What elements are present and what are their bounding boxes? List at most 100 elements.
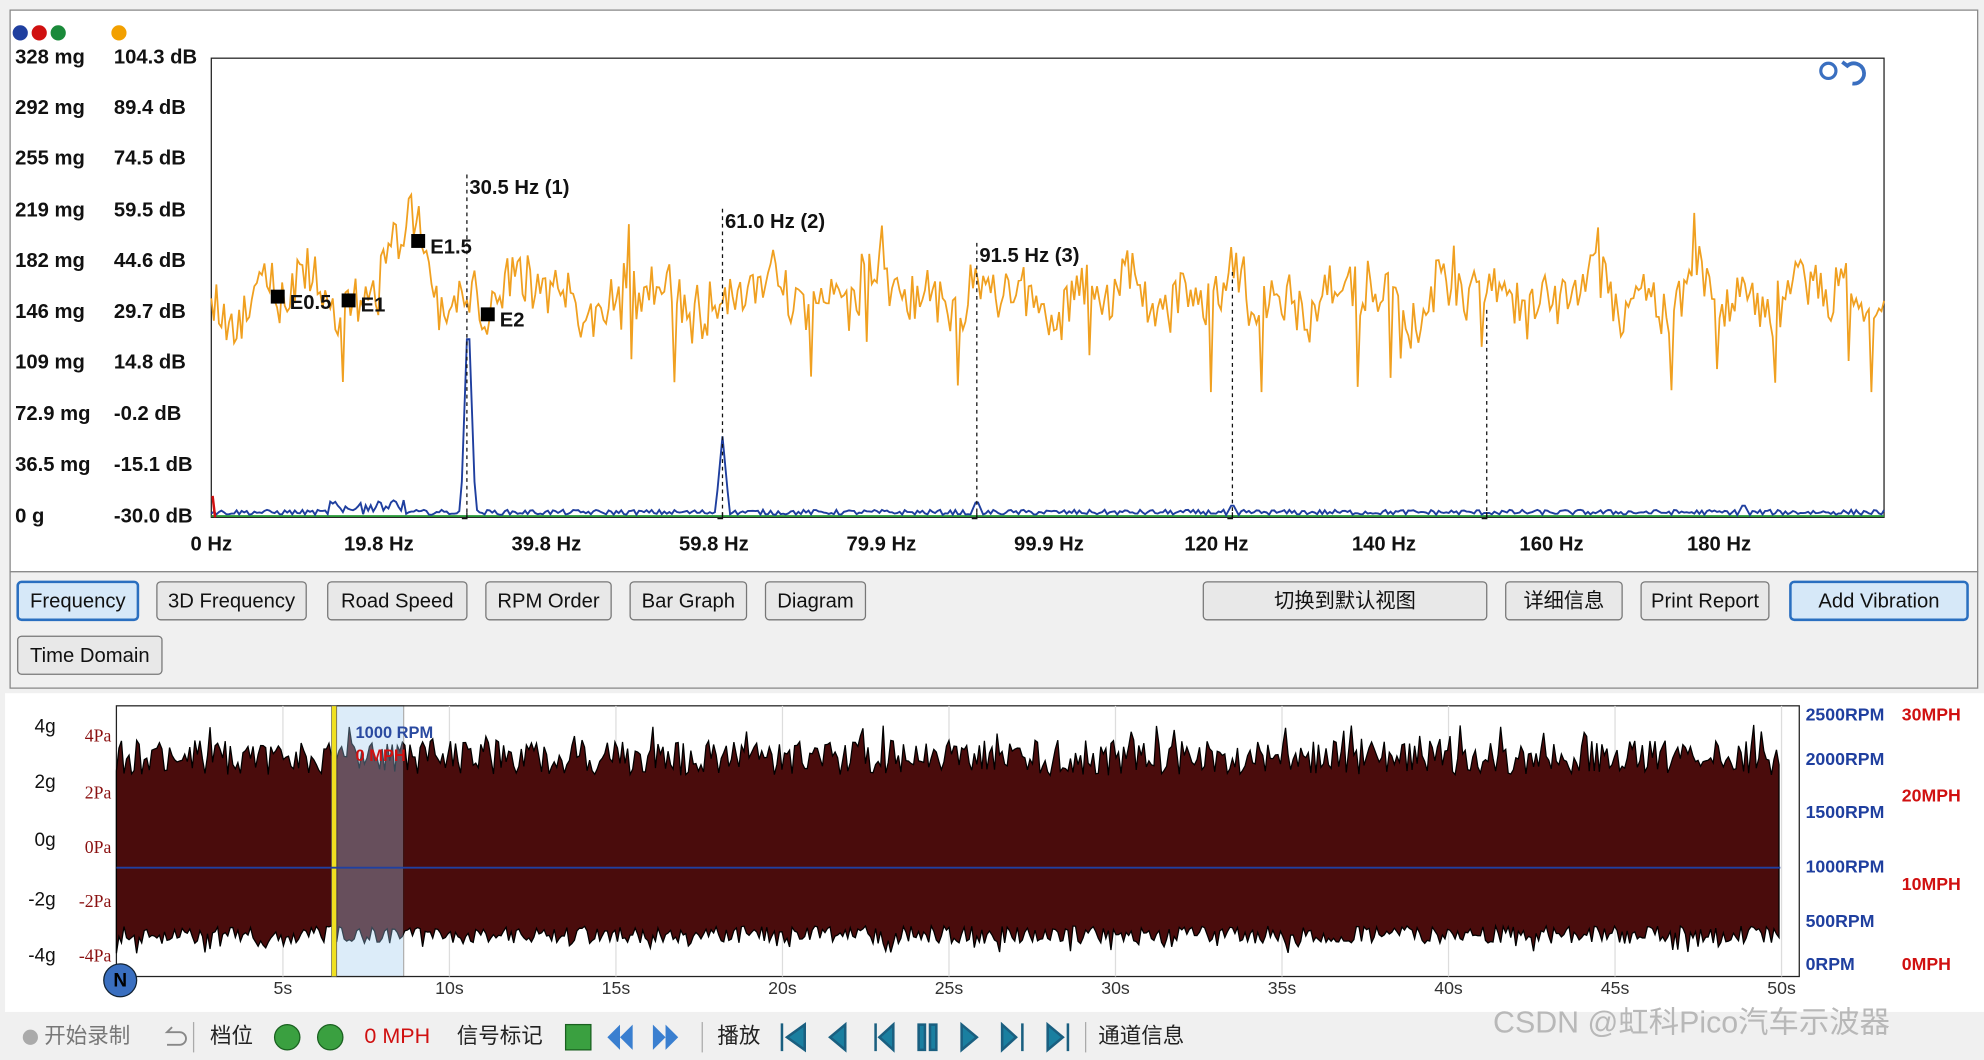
zoom-icon[interactable] bbox=[1819, 61, 1838, 81]
cursor-bar bbox=[331, 705, 337, 977]
toolbar-text[interactable]: 信号标记 bbox=[457, 1024, 543, 1048]
y-label-mg: 72.9 mg bbox=[15, 403, 90, 425]
gear-badge bbox=[103, 963, 138, 998]
gear-button[interactable] bbox=[273, 1023, 301, 1051]
button-face[interactable] bbox=[156, 581, 307, 621]
button-face[interactable] bbox=[1505, 581, 1623, 621]
order-label: E0.5 bbox=[290, 292, 332, 314]
button-label[interactable]: RPM Order bbox=[497, 590, 600, 612]
button-face[interactable] bbox=[1202, 581, 1488, 621]
toolbar-text[interactable]: 通道信息 bbox=[1098, 1024, 1184, 1048]
button[interactable]: 切换到默认视图 bbox=[1202, 581, 1488, 621]
button[interactable]: Diagram bbox=[764, 581, 867, 621]
toolbar-text[interactable]: 0 MPH bbox=[364, 1024, 430, 1048]
button[interactable]: 3D Frequency bbox=[156, 581, 307, 621]
button-label[interactable]: Print Report bbox=[1651, 590, 1759, 612]
add-marker[interactable] bbox=[564, 1023, 592, 1051]
x-label: 79.9 Hz bbox=[847, 534, 917, 556]
button-face[interactable] bbox=[764, 581, 867, 621]
button[interactable]: Print Report bbox=[1640, 581, 1770, 621]
playback-control[interactable] bbox=[960, 1021, 979, 1053]
playback-control[interactable] bbox=[917, 1023, 938, 1052]
button-label[interactable]: Diagram bbox=[777, 590, 853, 612]
x-label: 140 Hz bbox=[1352, 534, 1416, 556]
button-face[interactable] bbox=[327, 581, 468, 621]
order-marker bbox=[480, 307, 495, 322]
toolbar-text[interactable]: 开始录制 bbox=[44, 1024, 130, 1048]
harmonic-foot bbox=[1227, 512, 1234, 520]
y-label-db: 104.3 dB bbox=[114, 47, 197, 69]
button-label[interactable]: Add Vibration bbox=[1818, 590, 1939, 612]
button-face[interactable] bbox=[485, 581, 612, 621]
rpm-label: 2500RPM bbox=[1806, 705, 1885, 725]
button-label[interactable]: 切换到默认视图 bbox=[1274, 589, 1416, 612]
undo-icon[interactable] bbox=[1841, 60, 1866, 86]
peak-label: 91.5 Hz (3) bbox=[979, 245, 1079, 267]
blue-trace bbox=[210, 338, 1885, 518]
record-dot[interactable] bbox=[22, 1029, 38, 1045]
overlay-rpm: 1000 RPM bbox=[356, 724, 434, 742]
time-x-label: 35s bbox=[1268, 978, 1297, 998]
button-label[interactable]: Time Domain bbox=[30, 645, 150, 667]
button-face[interactable] bbox=[16, 580, 140, 622]
y-label-db: 44.6 dB bbox=[114, 250, 186, 272]
channel-dot bbox=[50, 25, 66, 41]
time-x-label: 25s bbox=[935, 978, 964, 998]
button[interactable]: Bar Graph bbox=[629, 581, 748, 621]
x-label: 59.8 Hz bbox=[679, 534, 749, 556]
g-label: -2g bbox=[28, 890, 55, 911]
x-label: 39.8 Hz bbox=[511, 534, 581, 556]
order-marker bbox=[411, 234, 426, 248]
time-trace bbox=[115, 724, 1780, 954]
toolbar-text[interactable]: 播放 bbox=[717, 1024, 760, 1048]
channel-dot bbox=[31, 25, 47, 41]
y-label-db: 29.7 dB bbox=[114, 301, 186, 323]
y-label-mg: 36.5 mg bbox=[15, 454, 90, 476]
g-label: 4g bbox=[35, 716, 56, 737]
order-marker bbox=[270, 289, 285, 304]
button-face[interactable] bbox=[1789, 580, 1969, 622]
button-label[interactable]: Road Speed bbox=[341, 590, 454, 612]
rpm-label: 1500RPM bbox=[1806, 802, 1885, 822]
harmonic-foot bbox=[971, 512, 978, 520]
gear-button[interactable] bbox=[316, 1023, 344, 1051]
playback-control[interactable] bbox=[874, 1021, 895, 1053]
button[interactable]: RPM Order bbox=[485, 581, 612, 621]
button-label[interactable]: 详细信息 bbox=[1523, 589, 1604, 612]
mph-label: 10MPH bbox=[1902, 874, 1961, 894]
button[interactable]: 详细信息 bbox=[1505, 581, 1623, 621]
pa-label: 2Pa bbox=[85, 782, 112, 802]
button-face[interactable] bbox=[17, 635, 163, 675]
toolbar-text[interactable]: 档位 bbox=[210, 1024, 253, 1048]
pa-label: -4Pa bbox=[79, 946, 112, 966]
nav-icons[interactable] bbox=[607, 1024, 679, 1050]
playback-control[interactable] bbox=[1000, 1021, 1024, 1053]
undo-icon[interactable] bbox=[164, 1026, 187, 1046]
time-x-label: 45s bbox=[1601, 978, 1630, 998]
mph-label: 0MPH bbox=[1902, 954, 1951, 974]
playback-control[interactable] bbox=[1046, 1021, 1070, 1053]
button[interactable]: Add Vibration bbox=[1789, 580, 1969, 622]
playback-control[interactable] bbox=[828, 1021, 847, 1053]
time-x-label: 50s bbox=[1767, 978, 1796, 998]
time-x-label: 30s bbox=[1101, 978, 1130, 998]
mph-label: 30MPH bbox=[1902, 705, 1961, 725]
button[interactable]: Frequency bbox=[16, 580, 140, 622]
button[interactable]: Time Domain bbox=[17, 635, 163, 675]
button-label[interactable]: 3D Frequency bbox=[168, 590, 296, 612]
zoom-icons[interactable] bbox=[1819, 60, 1866, 86]
button-label[interactable]: Bar Graph bbox=[642, 590, 735, 612]
channel-dot bbox=[12, 25, 28, 41]
order-label: E2 bbox=[500, 310, 525, 332]
x-label: 160 Hz bbox=[1519, 534, 1583, 556]
button-face[interactable] bbox=[629, 581, 748, 621]
button[interactable]: Road Speed bbox=[327, 581, 468, 621]
button-face[interactable] bbox=[1640, 581, 1770, 621]
g-label: 2g bbox=[35, 772, 56, 793]
button-label[interactable]: Frequency bbox=[30, 590, 126, 612]
harmonic-foot bbox=[717, 512, 724, 520]
playback-control[interactable] bbox=[780, 1022, 806, 1053]
time-x-label: 10s bbox=[435, 978, 464, 998]
